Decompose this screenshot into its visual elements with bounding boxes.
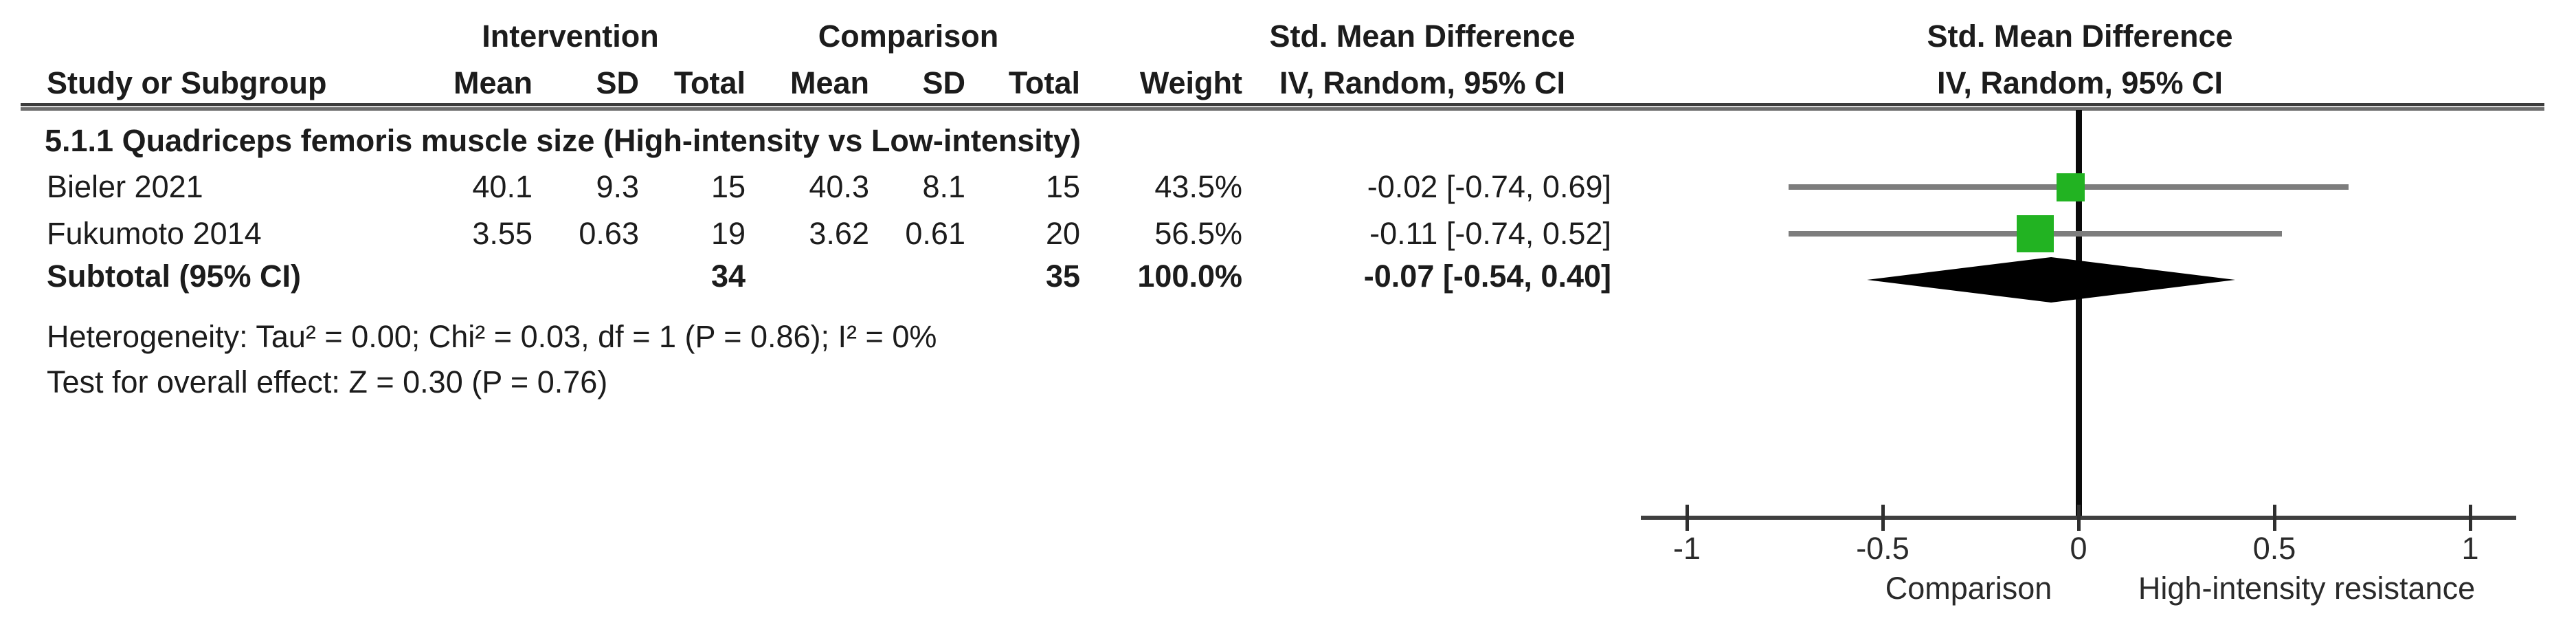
subtotal-int-total: 34 [710, 259, 746, 294]
col-header-int-sd: SD [596, 65, 639, 100]
weight-value: 43.5% [1154, 169, 1242, 204]
int-mean: 40.1 [472, 169, 533, 204]
axis-tick [2077, 505, 2081, 531]
subtotal-row: Subtotal (95% CI) 34 35 100.0% -0.07 [-0… [0, 256, 2576, 296]
int-mean: 3.55 [472, 216, 533, 251]
int-total: 15 [710, 169, 746, 204]
effect-square [2057, 173, 2085, 201]
subtotal-weight: 100.0% [1137, 259, 1242, 294]
axis-label-high-intensity: High-intensity resistance [2138, 571, 2476, 606]
int-sd: 0.63 [579, 216, 639, 251]
overall-effect-row: Test for overall effect: Z = 0.30 (P = 0… [0, 362, 2576, 402]
column-header-row: Study or Subgroup Mean SD Total Mean SD … [0, 63, 2576, 103]
comp-total: 15 [1045, 169, 1080, 204]
effect-estimate: -0.02 [-0.74, 0.69] [1367, 169, 1611, 204]
col-header-study: Study or Subgroup [47, 65, 327, 100]
overall-effect-text: Test for overall effect: Z = 0.30 (P = 0… [47, 364, 608, 399]
comp-mean: 40.3 [809, 169, 869, 204]
col-header-iv-text: IV, Random, 95% CI [1279, 65, 1565, 100]
table-row: Fukumoto 2014 3.55 0.63 19 3.62 0.61 20 … [0, 214, 2576, 254]
table-row: Bieler 2021 40.1 9.3 15 40.3 8.1 15 43.5… [0, 167, 2576, 207]
col-group-smd-text: Std. Mean Difference [1269, 19, 1576, 54]
col-header-int-mean: Mean [453, 65, 533, 100]
axis-tick-label: 0.5 [2252, 531, 2296, 566]
pooled-diamond [1867, 257, 2235, 303]
axis-tick-label: 0 [2070, 531, 2087, 566]
zero-effect-line [2076, 110, 2082, 518]
col-group-intervention: Intervention [482, 19, 659, 54]
subgroup-title: 5.1.1 Quadriceps femoris muscle size (Hi… [45, 123, 1081, 158]
col-group-comparison: Comparison [818, 19, 999, 54]
axis-tick-label: 1 [2461, 531, 2479, 566]
int-sd: 9.3 [596, 169, 639, 204]
col-header-comp-total: Total [1008, 65, 1080, 100]
axis-tick-label: -1 [1672, 531, 1701, 566]
comp-sd: 0.61 [905, 216, 965, 251]
col-header-comp-sd: SD [922, 65, 965, 100]
int-total: 19 [710, 216, 746, 251]
effect-square [2017, 215, 2054, 252]
axis-tick [1685, 505, 1689, 531]
comp-sd: 8.1 [922, 169, 965, 204]
axis-tick [2273, 505, 2276, 531]
col-header-iv-plot: IV, Random, 95% CI [1937, 65, 2223, 100]
axis-tick-label: -0.5 [1856, 531, 1909, 566]
col-header-int-total: Total [673, 65, 746, 100]
subtotal-label: Subtotal (95% CI) [47, 259, 302, 294]
study-label: Fukumoto 2014 [47, 216, 262, 251]
axis-tick [1881, 505, 1885, 531]
subgroup-title-row: 5.1.1 Quadriceps femoris muscle size (Hi… [0, 121, 2576, 161]
group-header-row: Intervention Comparison Std. Mean Differ… [0, 17, 2576, 56]
axis-tick [2469, 505, 2472, 531]
comp-total: 20 [1045, 216, 1080, 251]
col-group-smd-plot: Std. Mean Difference [1927, 19, 2233, 54]
header-separator-line [21, 103, 2544, 111]
study-label: Bieler 2021 [47, 169, 203, 204]
axis-label-comparison: Comparison [1885, 571, 2052, 606]
subtotal-effect: -0.07 [-0.54, 0.40] [1363, 259, 1611, 294]
weight-value: 56.5% [1154, 216, 1242, 251]
comp-mean: 3.62 [809, 216, 869, 251]
effect-estimate: -0.11 [-0.74, 0.52] [1369, 216, 1611, 251]
subtotal-comp-total: 35 [1045, 259, 1080, 294]
heterogeneity-row: Heterogeneity: Tau² = 0.00; Chi² = 0.03,… [0, 317, 2576, 357]
heterogeneity-text: Heterogeneity: Tau² = 0.00; Chi² = 0.03,… [47, 319, 937, 354]
col-header-weight: Weight [1139, 65, 1242, 100]
col-header-comp-mean: Mean [789, 65, 869, 100]
